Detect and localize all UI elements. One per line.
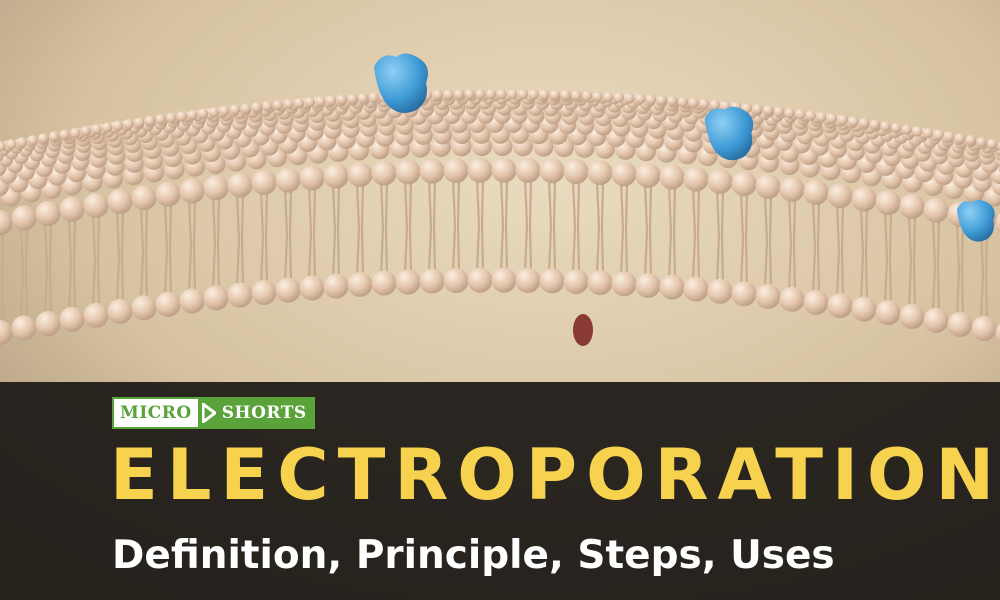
logo-micro-text: MICRO bbox=[112, 397, 198, 429]
page-title: ELECTROPORATION bbox=[110, 434, 1000, 516]
logo-shorts-text: SHORTS bbox=[219, 397, 315, 429]
lipid-heads bbox=[0, 88, 1000, 345]
micro-shorts-logo: MICRO SHORTS bbox=[112, 397, 315, 429]
lipid-tails bbox=[0, 178, 989, 325]
membrane-proteins bbox=[374, 53, 995, 346]
page-subtitle: Definition, Principle, Steps, Uses bbox=[112, 533, 835, 578]
play-arrow-icon bbox=[197, 397, 220, 429]
